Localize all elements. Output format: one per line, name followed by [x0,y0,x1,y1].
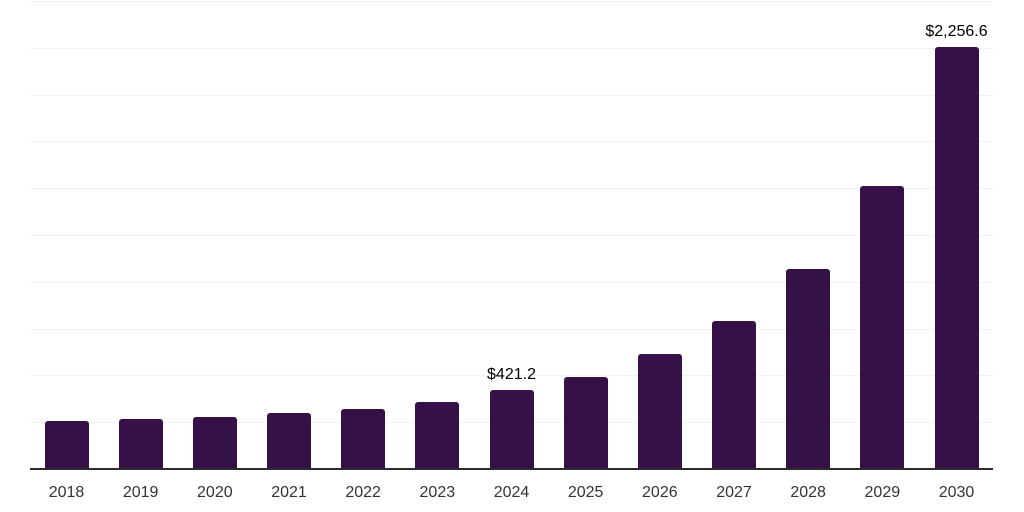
gridline [30,235,993,236]
gridline [30,94,993,96]
gridline [30,47,993,49]
gridline [30,141,993,143]
x-axis-line [30,468,993,470]
x-tick-label-2024: 2024 [493,484,530,501]
gridline [30,188,993,190]
x-tick-label-2027: 2027 [716,484,752,501]
x-tick-label-2029: 2029 [864,484,901,501]
bar-2024 [489,390,534,469]
bar-2023 [415,402,460,469]
bar-2018 [44,420,89,469]
x-tick-label-2030: 2030 [938,484,975,501]
bar-2026 [637,354,682,469]
x-tick-label-2018: 2018 [48,484,85,501]
bar-2021 [267,413,311,469]
x-tick-label-2025: 2025 [567,484,604,501]
x-tick-label-2023: 2023 [419,484,456,501]
bar-2020 [192,416,237,469]
x-tick-label-2020: 2020 [197,484,233,501]
bar-2028 [786,269,831,469]
x-tick-label-2019: 2019 [122,484,159,501]
bar-2030 [934,46,979,469]
value-label-2024: $421.2 [487,366,536,384]
bar-2027 [712,321,756,469]
gridline [30,281,993,283]
x-tick-label-2028: 2028 [790,484,826,501]
gridline [30,375,993,377]
x-tick-label-2021: 2021 [271,484,307,501]
bar-2019 [118,418,163,469]
bar-2025 [563,377,608,469]
gridline [30,1,993,2]
x-tick-label-2022: 2022 [345,484,381,501]
value-label-2030: $2,256.6 [925,22,988,40]
x-tick-label-2026: 2026 [642,484,678,501]
gridline [30,328,993,330]
bar-2022 [341,408,386,469]
bar-2029 [860,185,905,469]
